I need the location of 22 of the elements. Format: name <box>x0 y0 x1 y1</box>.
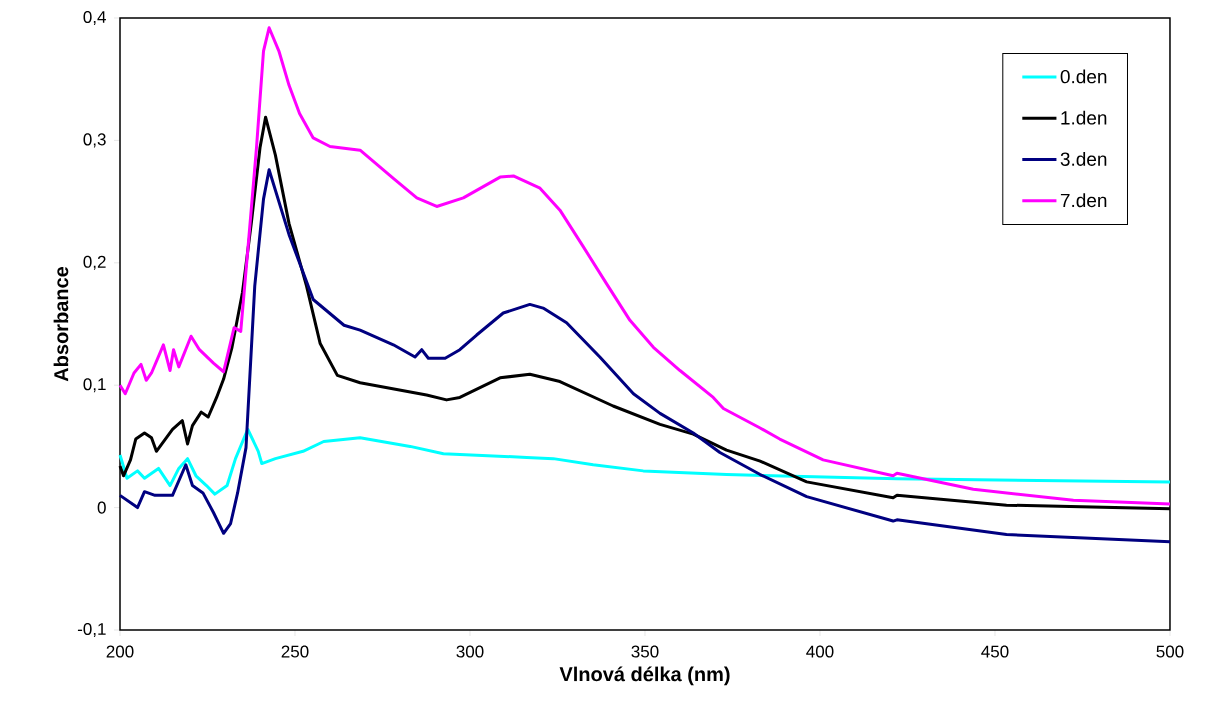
x-tick-label: 350 <box>631 645 659 658</box>
legend-label: 1.den <box>1061 110 1107 125</box>
y-axis-title: Absorbance <box>53 266 69 382</box>
x-tick-label: 300 <box>456 645 484 658</box>
legend-label: 3.den <box>1060 151 1107 166</box>
x-tick-label: 400 <box>806 645 834 658</box>
x-tick-label: 500 <box>1156 645 1184 658</box>
y-tick-label: 0,3 <box>83 133 106 148</box>
y-tick-label: 0 <box>97 501 106 514</box>
x-tick-label: 450 <box>981 645 1009 658</box>
x-tick-label: 200 <box>106 645 134 658</box>
y-tick-label: 0,4 <box>83 10 106 26</box>
y-tick-label: 0,1 <box>83 378 106 393</box>
legend-label: 0.den <box>1060 69 1107 84</box>
line-series <box>118 427 1172 496</box>
legend-label: 7.den <box>1060 193 1107 208</box>
x-axis-title: Vlnová délka (nm) <box>559 666 730 686</box>
line-series <box>118 168 1172 544</box>
y-tick-label: -0,1 <box>77 622 106 638</box>
x-tick-label: 250 <box>281 645 309 658</box>
line-series <box>118 26 1172 506</box>
y-tick-label: 0,2 <box>83 255 106 270</box>
